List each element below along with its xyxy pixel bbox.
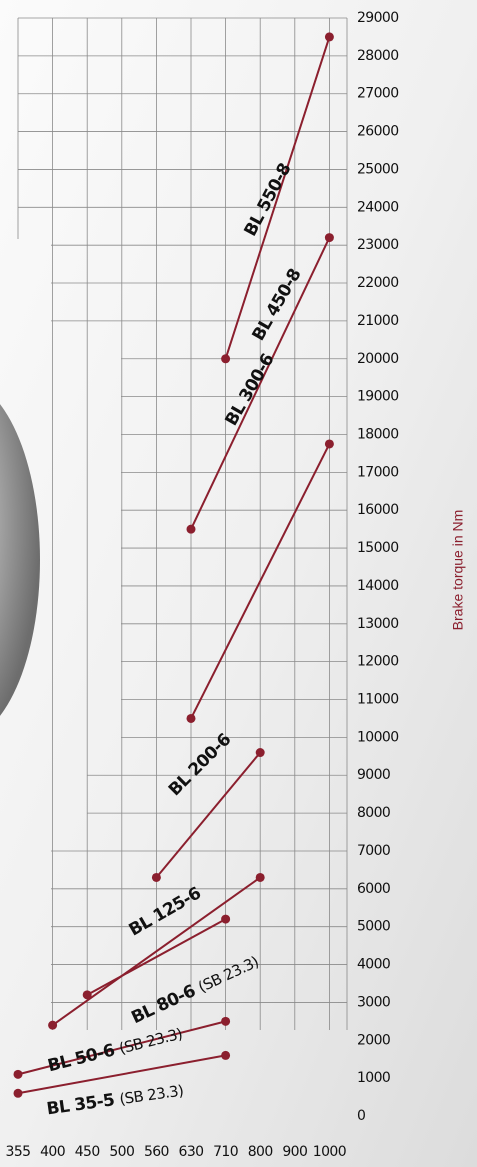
data-point [187,714,196,723]
x-tick-label: 900 [282,1144,307,1160]
y-tick-label: 25000 [357,161,399,177]
y-tick-label: 22000 [357,275,399,291]
y-tick-label: 28000 [357,48,399,64]
x-tick-label: 355 [6,1144,31,1160]
x-tick-label: 800 [248,1144,273,1160]
data-point [221,354,230,363]
x-tick-label: 500 [109,1144,134,1160]
y-tick-label: 29000 [357,10,399,26]
y-tick-label: 0 [357,1108,365,1124]
data-point [187,525,196,534]
data-point [83,990,92,999]
y-tick-label: 2000 [357,1032,390,1048]
y-tick-label: 18000 [357,426,399,442]
y-tick-label: 12000 [357,654,399,670]
y-tick-label: 10000 [357,729,399,745]
y-tick-label: 11000 [357,692,399,708]
y-tick-label: 19000 [357,389,399,405]
x-tick-label: 710 [213,1144,238,1160]
y-tick-label: 7000 [357,843,390,859]
x-tick-label: 450 [75,1144,100,1160]
x-tick-label: 1000 [313,1144,346,1160]
y-tick-label: 4000 [357,957,390,973]
y-tick-label: 5000 [357,919,390,935]
y-tick-label: 14000 [357,578,399,594]
data-point [325,439,334,448]
y-tick-label: 15000 [357,540,399,556]
background [0,0,477,1167]
data-point [325,32,334,41]
data-point [152,873,161,882]
y-tick-label: 1000 [357,1070,390,1086]
data-point [48,1021,57,1030]
data-point [14,1089,23,1098]
data-point [14,1070,23,1079]
y-tick-label: 21000 [357,313,399,329]
chart: BL 550-8BL 450-8BL 300-6BL 200-6BL 125-6… [0,0,477,1167]
y-tick-label: 13000 [357,616,399,632]
data-point [221,1017,230,1026]
x-tick-label: 630 [179,1144,204,1160]
y-tick-label: 17000 [357,464,399,480]
y-tick-label: 20000 [357,351,399,367]
data-point [221,1051,230,1060]
y-tick-label: 26000 [357,124,399,140]
y-tick-label: 6000 [357,881,390,897]
y-tick-label: 8000 [357,805,390,821]
data-point [256,748,265,757]
data-point [221,915,230,924]
data-point [256,873,265,882]
data-point [325,233,334,242]
y-tick-label: 23000 [357,237,399,253]
x-tick-label: 560 [144,1144,169,1160]
y-tick-label: 16000 [357,502,399,518]
y-tick-label: 24000 [357,199,399,215]
y-tick-label: 27000 [357,86,399,102]
y-tick-label: 3000 [357,994,390,1010]
y-tick-label: 9000 [357,767,390,783]
x-tick-label: 400 [40,1144,65,1160]
y-axis-label: Brake torque in Nm [450,510,466,631]
